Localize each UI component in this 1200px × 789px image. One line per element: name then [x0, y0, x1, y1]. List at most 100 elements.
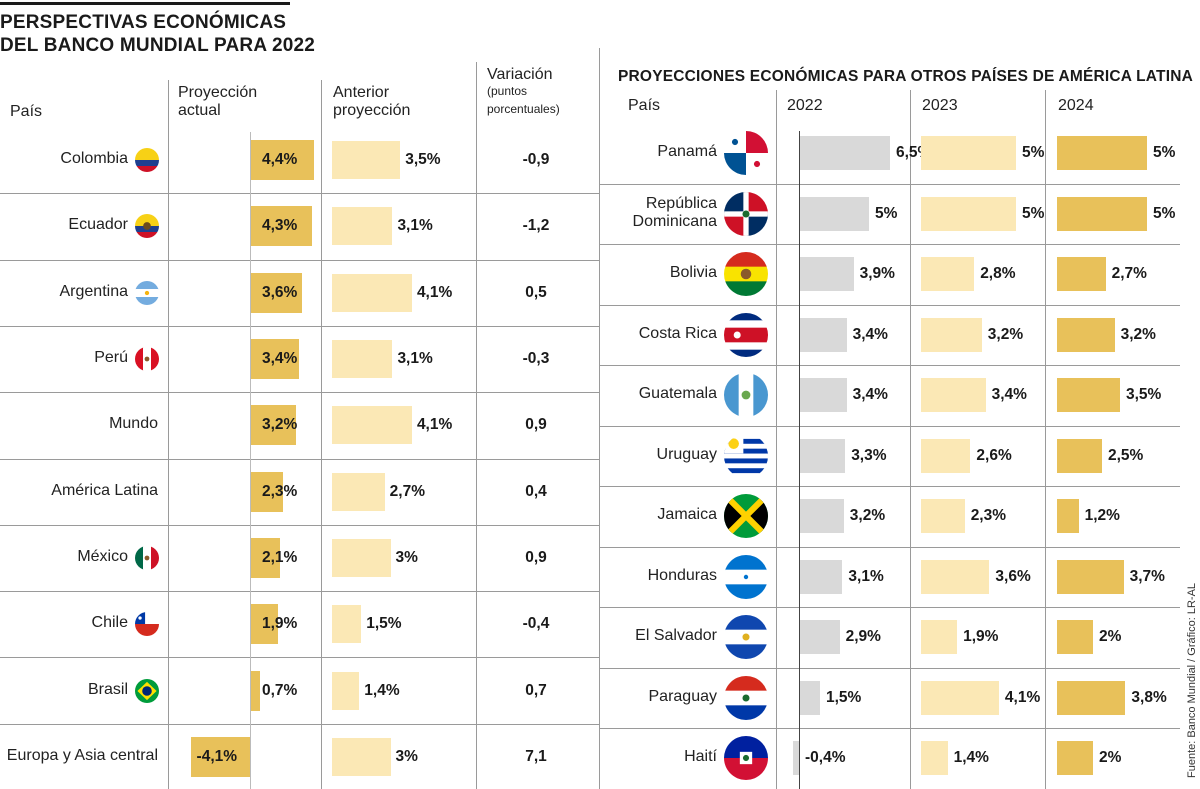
country-label: América Latina	[51, 481, 158, 499]
right-header-2023: 2023	[922, 97, 958, 114]
country-label: El Salvador	[635, 627, 717, 645]
bar-2023-label: 1,9%	[963, 628, 999, 646]
left-header-country: País	[10, 103, 43, 120]
argentina-flag	[135, 280, 159, 305]
country-label: Haití	[684, 748, 717, 766]
current-projection-bar	[250, 272, 303, 313]
bar-2023	[921, 559, 990, 594]
brasil-flag	[135, 678, 159, 703]
bar-2024-label: 2,5%	[1108, 446, 1144, 464]
bar-2023	[921, 741, 948, 776]
left-title-line2: DEL BANCO MUNDIAL PARA 2022	[0, 35, 316, 56]
uruguay-flag	[724, 433, 768, 478]
bar-2024	[1057, 317, 1115, 352]
bar-2024	[1057, 136, 1147, 171]
bar-2023-label: 3,6%	[995, 567, 1031, 585]
bar-2022	[799, 499, 844, 534]
previous-projection-bar	[332, 538, 391, 577]
bar-2022-label: 3,3%	[851, 446, 887, 464]
bar-2024	[1057, 620, 1093, 655]
bar-2023	[921, 680, 999, 715]
bar-2024-label: 3,7%	[1129, 567, 1165, 585]
left-header-previous-2: proyección	[333, 102, 411, 119]
country-label: Mundo	[109, 415, 158, 433]
country-label: Perú	[94, 349, 128, 367]
bar-2024	[1057, 741, 1093, 776]
panama-flag	[724, 131, 768, 176]
left-title-line1: PERSPECTIVAS ECONÓMICAS	[0, 12, 287, 33]
current-projection-label: 4,3%	[262, 217, 298, 235]
variation-value: 0,7	[525, 681, 547, 699]
bar-2024	[1057, 378, 1120, 413]
current-projection-bar	[250, 670, 261, 711]
country-label: República Dominicana	[632, 194, 717, 230]
bar-2022	[799, 136, 890, 171]
country-label: Uruguay	[656, 445, 717, 463]
right-row-divider	[600, 667, 1180, 669]
ecuador-flag	[135, 214, 159, 239]
bar-2022-label: -0,4%	[805, 749, 846, 767]
bar-2022-label: 1,5%	[826, 688, 862, 706]
left-row-divider	[0, 259, 600, 261]
mexico-flag	[135, 545, 159, 570]
right-header-2024: 2024	[1058, 97, 1094, 114]
current-projection-label: -4,1%	[196, 747, 238, 765]
bar-2024-label: 3,2%	[1120, 325, 1156, 343]
current-projection-bar	[250, 604, 278, 645]
bar-2024-label: 5%	[1153, 144, 1176, 162]
previous-projection-label: 4,1%	[416, 416, 453, 434]
right-row-divider	[600, 183, 1180, 185]
left-header-variation-2: (puntos	[487, 84, 528, 98]
left-header-previous-1: Anterior	[333, 84, 390, 101]
right-row-divider	[600, 546, 1180, 548]
bar-2023	[921, 317, 982, 352]
country-label: Paraguay	[648, 687, 718, 705]
right-header-country: País	[628, 97, 661, 114]
current-projection-label: 2,3%	[262, 482, 298, 500]
current-projection-bar	[250, 206, 313, 247]
bar-2023	[921, 378, 986, 413]
paraguay-flag	[724, 675, 768, 720]
bar-2024	[1057, 559, 1124, 594]
bar-2022-label: 3,1%	[848, 567, 884, 585]
previous-projection-bar	[332, 207, 393, 246]
bar-2023	[921, 257, 975, 292]
chile-flag	[135, 612, 159, 637]
peru-flag	[135, 347, 159, 372]
current-projection-label: 2,1%	[262, 548, 298, 566]
left-header-variation-1: Variación	[487, 66, 553, 83]
current-projection-bar	[250, 140, 314, 181]
colombia-flag	[135, 148, 159, 173]
country-label: Brasil	[87, 680, 128, 698]
bar-2022	[799, 559, 843, 594]
country-label: Colombia	[60, 150, 128, 168]
country-label: Bolivia	[669, 264, 717, 282]
bar-2024-label: 2,7%	[1111, 265, 1147, 283]
left-row-divider	[0, 657, 600, 659]
left-header-current-1: Proyección	[178, 84, 258, 101]
panel-divider	[599, 48, 600, 789]
bar-2022-label: 2,9%	[845, 628, 881, 646]
bar-2023	[921, 196, 1016, 231]
country-label: México	[77, 547, 128, 565]
bar-2022	[799, 378, 847, 413]
bar-2022	[799, 257, 854, 292]
left-header-current-2: actual	[178, 102, 221, 119]
right-title: PROYECCIONES ECONÓMICAS PARA OTROS PAÍSE…	[618, 68, 1194, 85]
current-zero-axis	[250, 132, 251, 789]
variation-value: 7,1	[525, 747, 547, 765]
variation-value: 0,4	[525, 482, 547, 500]
bar-2023-label: 5%	[1022, 204, 1045, 222]
left-row-divider	[0, 458, 600, 460]
bar-2024	[1057, 257, 1106, 292]
country-label: Panamá	[657, 143, 717, 161]
bar-2022-zero-axis	[799, 131, 800, 789]
variation-value: -1,2	[522, 217, 550, 235]
previous-projection-label: 1,5%	[366, 615, 402, 633]
bar-2022-label: 5%	[875, 204, 898, 222]
jamaica-flag	[724, 494, 768, 539]
current-projection-bar	[250, 405, 297, 446]
right-column-divider	[910, 90, 911, 789]
bar-2023-label: 2,3%	[970, 507, 1007, 525]
